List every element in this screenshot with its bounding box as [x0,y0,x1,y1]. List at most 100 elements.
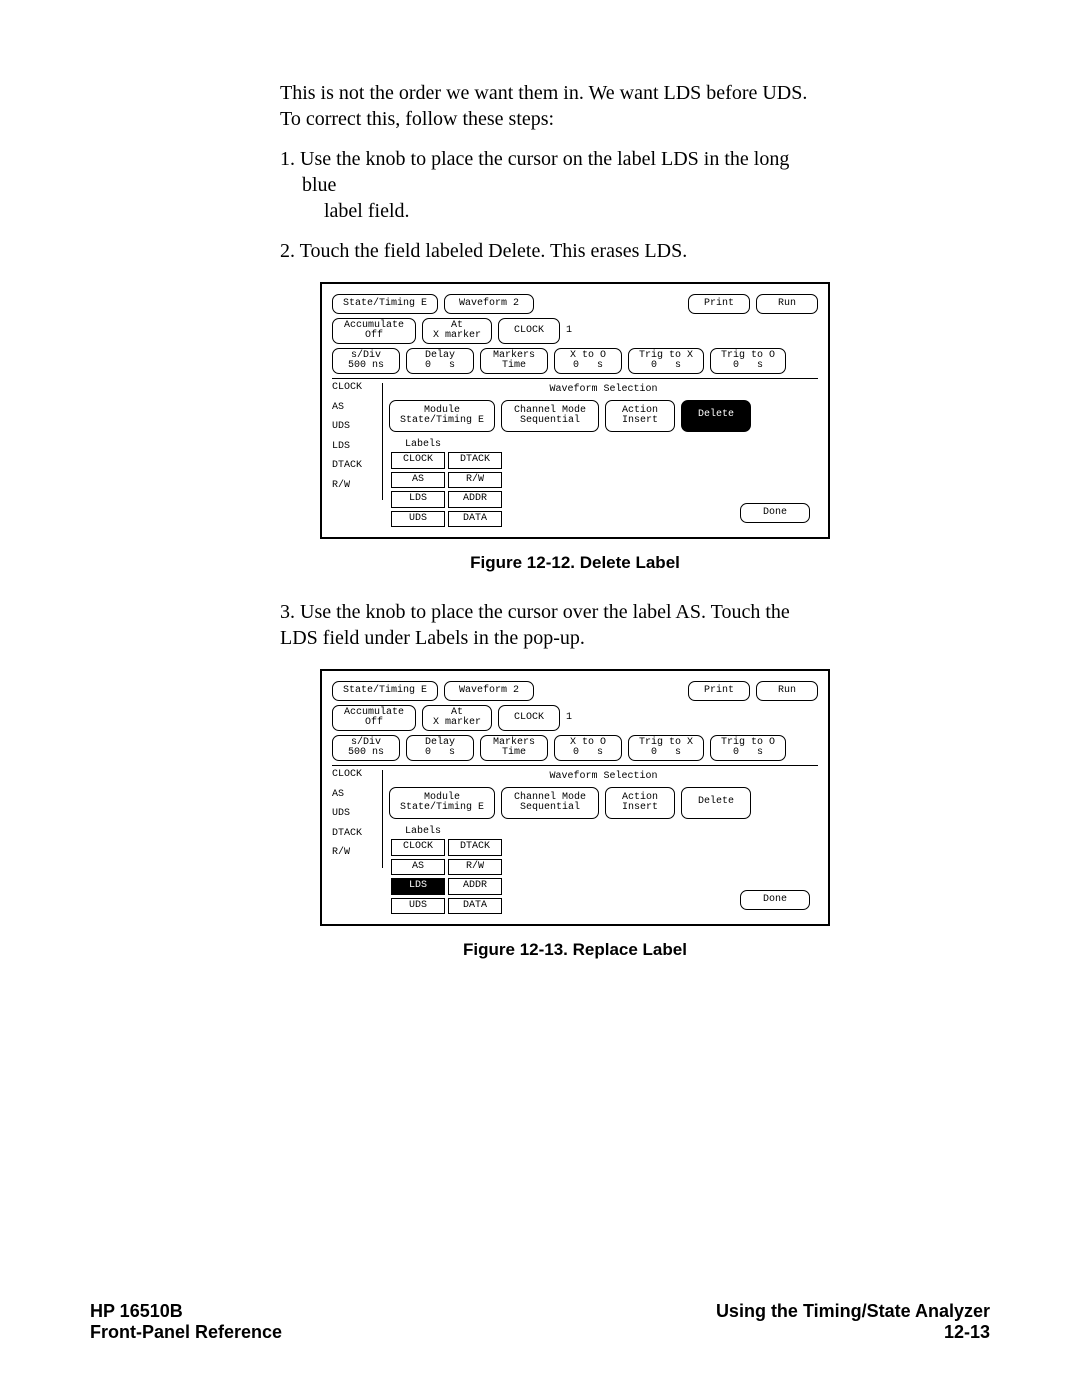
action-button[interactable]: Action Insert [605,400,675,432]
module-button[interactable]: Module State/Timing E [389,787,495,819]
xo-value: 0 s [573,748,603,758]
label-cell[interactable]: ADDR [448,491,502,508]
top-bar: State/Timing E Waveform 2 Print Run [332,294,818,314]
delay-value: 0 s [425,748,455,758]
label-cell[interactable]: DATA [448,898,502,915]
label-cell[interactable]: AS [391,472,445,489]
markers-button[interactable]: Markers Time [480,735,548,761]
labels-heading: Labels [405,827,818,838]
sdiv-value: 500 ns [348,361,384,371]
step-1-line2: label field. [302,198,820,224]
clock-button[interactable]: CLOCK [498,705,560,731]
state-timing-button[interactable]: State/Timing E [332,294,438,314]
divider [332,765,818,766]
print-button[interactable]: Print [688,681,750,701]
step-1-line1: 1. Use the knob to place the cursor on t… [280,148,789,196]
clock-number: 1 [566,713,572,724]
action-value: Insert [622,416,658,426]
tx-value: 0 s [651,361,681,371]
sidebar-label: UDS [332,809,378,820]
accumulate-button[interactable]: Accumulate Off [332,318,416,344]
figure-caption-1: Figure 12-12. Delete Label [320,553,830,573]
body-text-2: 3. Use the knob to place the cursor over… [280,599,820,651]
figure-12-13: State/Timing E Waveform 2 Print Run Accu… [320,669,830,960]
label-cell[interactable]: DTACK [448,452,502,469]
clock-number: 1 [566,326,572,337]
accumulate-button[interactable]: Accumulate Off [332,705,416,731]
module-value: State/Timing E [400,416,484,426]
accumulate-value: Off [365,718,383,728]
intro-paragraph: This is not the order we want them in. W… [280,80,820,132]
sidebar-label: LDS [332,442,378,453]
trig-to-x-button[interactable]: Trig to X 0 s [628,348,704,374]
step-3: 3. Use the knob to place the cursor over… [280,599,820,651]
label-cell[interactable]: AS [391,859,445,876]
state-timing-button[interactable]: State/Timing E [332,681,438,701]
label-cell[interactable]: ADDR [448,878,502,895]
chmode-value: Sequential [520,416,580,426]
label-cell[interactable]: R/W [448,859,502,876]
run-button[interactable]: Run [756,294,818,314]
trig-to-o-button[interactable]: Trig to O 0 s [710,735,786,761]
chmode-label: Channel Mode [514,406,586,416]
done-slot: Done [740,890,810,910]
delay-button[interactable]: Delay 0 s [406,735,474,761]
tx-value: 0 s [651,748,681,758]
module-button[interactable]: Module State/Timing E [389,400,495,432]
action-button[interactable]: Action Insert [605,787,675,819]
label-cell[interactable]: LDS [391,491,445,508]
run-button[interactable]: Run [756,681,818,701]
print-button[interactable]: Print [688,294,750,314]
label-cell[interactable]: CLOCK [391,452,445,469]
done-button[interactable]: Done [740,503,810,523]
sidebar-label: R/W [332,848,378,859]
waveform-button[interactable]: Waveform 2 [444,294,534,314]
label-cell[interactable]: DTACK [448,839,502,856]
sidebar-label: CLOCK [332,770,378,781]
markers-value: Time [502,748,526,758]
channel-mode-button[interactable]: Channel Mode Sequential [501,400,599,432]
sidebar-label: DTACK [332,829,378,840]
footer-doc: Front-Panel Reference [90,1322,282,1343]
label-cell[interactable]: R/W [448,472,502,489]
to-value: 0 s [733,361,763,371]
label-sidebar: CLOCK AS UDS LDS DTACK R/W [332,383,383,500]
sidebar-label: UDS [332,422,378,433]
label-cell[interactable]: DATA [448,511,502,528]
trig-to-x-button[interactable]: Trig to X 0 s [628,735,704,761]
screenshot-1: State/Timing E Waveform 2 Print Run Accu… [320,282,830,539]
waveform-selection-panel: Waveform Selection Module State/Timing E… [389,770,818,914]
trig-to-o-button[interactable]: Trig to O 0 s [710,348,786,374]
x-to-o-button[interactable]: X to O 0 s [554,735,622,761]
at-marker-button[interactable]: At X marker [422,318,492,344]
clock-button[interactable]: CLOCK [498,318,560,344]
label-cell-selected[interactable]: LDS [391,878,445,895]
channel-mode-button[interactable]: Channel Mode Sequential [501,787,599,819]
module-label: Module [424,793,460,803]
sdiv-button[interactable]: s/Div 500 ns [332,348,400,374]
row-accumulate: Accumulate Off At X marker CLOCK 1 [332,318,818,344]
sidebar-label: R/W [332,481,378,492]
markers-button[interactable]: Markers Time [480,348,548,374]
sdiv-value: 500 ns [348,748,384,758]
divider [332,378,818,379]
delete-button[interactable]: Delete [681,400,751,432]
x-to-o-button[interactable]: X to O 0 s [554,348,622,374]
page: This is not the order we want them in. W… [0,0,1080,1397]
label-cell[interactable]: UDS [391,511,445,528]
chmode-value: Sequential [520,803,580,813]
markers-value: Time [502,361,526,371]
delete-button[interactable]: Delete [681,787,751,819]
footer-model: HP 16510B [90,1301,282,1322]
label-cell[interactable]: UDS [391,898,445,915]
done-button[interactable]: Done [740,890,810,910]
action-value: Insert [622,803,658,813]
waveform-selection-panel: Waveform Selection Module State/Timing E… [389,383,818,527]
label-cell[interactable]: CLOCK [391,839,445,856]
waveform-button[interactable]: Waveform 2 [444,681,534,701]
delay-button[interactable]: Delay 0 s [406,348,474,374]
footer-page-number: 12-13 [716,1322,990,1343]
at-marker-button[interactable]: At X marker [422,705,492,731]
sdiv-button[interactable]: s/Div 500 ns [332,735,400,761]
sidebar-label: AS [332,790,378,801]
